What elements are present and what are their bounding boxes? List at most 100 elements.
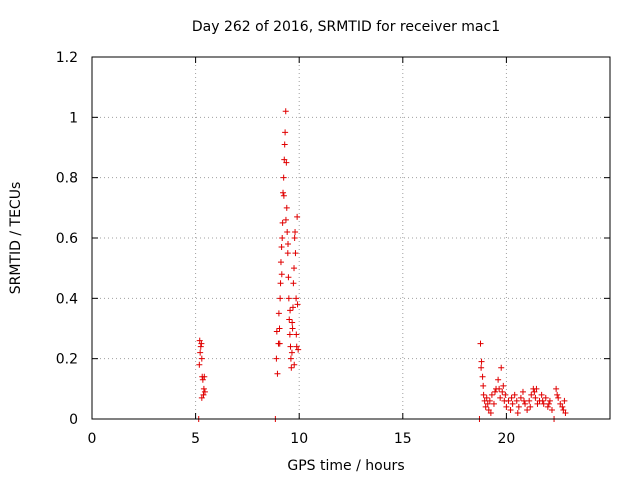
data-point (553, 385, 560, 392)
data-point (198, 394, 205, 401)
x-tick-label: 15 (394, 431, 412, 447)
data-point (294, 213, 301, 220)
data-point (280, 192, 287, 199)
data-point (483, 394, 490, 401)
data-point (198, 340, 205, 347)
chart-title: Day 262 of 2016, SRMTID for receiver mac… (192, 19, 500, 35)
data-point (198, 355, 205, 362)
data-point (496, 385, 503, 392)
data-point (502, 391, 509, 398)
data-point (527, 403, 534, 410)
data-point (287, 307, 294, 314)
data-point (478, 358, 485, 365)
data-point (287, 355, 294, 362)
data-point (484, 400, 491, 407)
data-point (495, 376, 502, 383)
data-point (507, 406, 514, 413)
x-tick-label: 20 (497, 431, 515, 447)
data-point (286, 316, 293, 323)
data-point (542, 394, 549, 401)
data-point (554, 391, 561, 398)
data-point (276, 340, 283, 347)
data-point (281, 156, 288, 163)
data-point (200, 391, 207, 398)
data-point (482, 403, 489, 410)
data-point (283, 204, 290, 211)
data-point (277, 280, 284, 287)
x-tick-label: 5 (191, 431, 200, 447)
data-point (538, 391, 545, 398)
data-point (526, 397, 533, 404)
data-point (555, 394, 562, 401)
data-point (486, 397, 493, 404)
data-point (534, 400, 541, 407)
plot-frame (91, 56, 611, 420)
data-point (480, 391, 487, 398)
data-point (533, 385, 540, 392)
data-point (197, 343, 204, 350)
data-point (562, 409, 569, 416)
data-point (289, 319, 296, 326)
data-point (291, 235, 298, 241)
data-point (294, 301, 301, 308)
data-point (498, 364, 505, 371)
data-point (560, 406, 567, 413)
data-point (285, 241, 292, 248)
data-point (559, 403, 566, 410)
data-point (295, 346, 302, 353)
data-point (528, 391, 535, 398)
data-point (293, 295, 300, 302)
data-point (291, 265, 298, 272)
data-point (500, 382, 507, 389)
x-tick-label: 10 (290, 431, 308, 447)
data-point (284, 250, 291, 257)
data-point (288, 349, 295, 356)
y-axis-title: SRMTID / TECUs (8, 182, 24, 295)
data-point (201, 373, 208, 380)
data-point (273, 355, 280, 362)
data-point (289, 325, 296, 332)
data-point (289, 304, 296, 311)
data-point (485, 406, 492, 413)
data-point (499, 388, 506, 395)
data-point (282, 216, 289, 223)
data-point (561, 397, 568, 404)
data-point (275, 310, 282, 317)
data-point (281, 141, 288, 148)
data-point (505, 397, 512, 404)
data-point (478, 364, 485, 371)
data-points (195, 108, 569, 422)
data-point (490, 400, 497, 407)
data-point (285, 295, 292, 302)
data-point (503, 403, 510, 410)
y-tick-label: 0.2 (56, 352, 78, 368)
data-point (519, 388, 526, 395)
data-point (278, 244, 285, 251)
data-point (548, 406, 555, 413)
y-tick-label: 0.4 (56, 291, 78, 307)
data-point (283, 159, 290, 166)
data-point (293, 331, 300, 338)
data-point (531, 388, 538, 395)
data-point (492, 388, 499, 395)
data-point (288, 364, 295, 371)
data-point (511, 391, 518, 398)
data-point (509, 400, 516, 407)
x-tick-label: 0 (88, 431, 97, 447)
data-point (286, 331, 293, 338)
data-point (524, 406, 531, 413)
data-point (293, 343, 300, 350)
data-point (284, 228, 291, 235)
data-point (196, 337, 203, 344)
y-tick-label: 1 (69, 110, 78, 126)
data-point (480, 382, 487, 389)
data-point (544, 403, 551, 410)
data-point (282, 129, 289, 136)
y-tick-label: 0.8 (56, 171, 78, 187)
data-point (515, 403, 522, 410)
data-point (277, 295, 284, 302)
data-point (557, 400, 564, 407)
data-point (273, 328, 280, 335)
data-point (540, 400, 547, 407)
